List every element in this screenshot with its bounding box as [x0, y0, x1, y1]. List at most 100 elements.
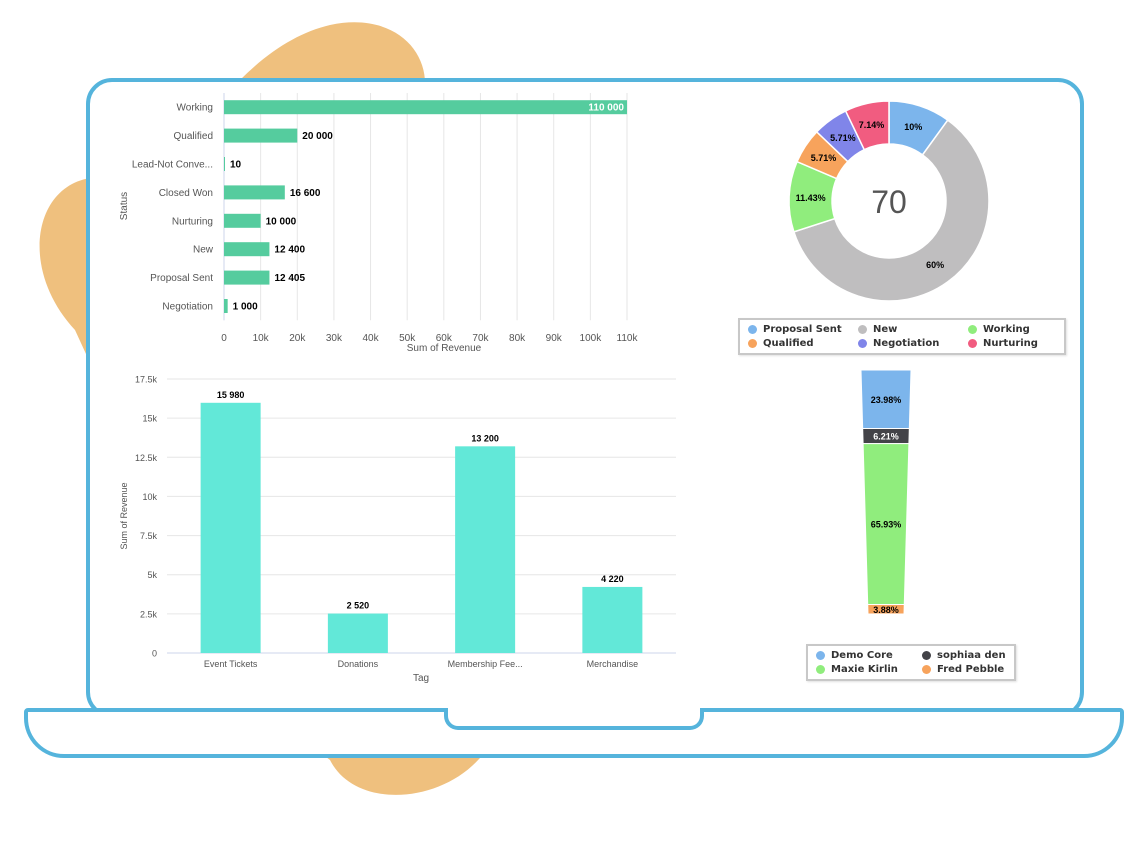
bar-value-label: 10 [230, 160, 242, 171]
x-tick-label: 60k [436, 333, 453, 344]
bar-value-label: 4 220 [601, 574, 624, 584]
y-category-label: Nurturing [172, 216, 213, 227]
donut-center-label: 70 [871, 184, 907, 220]
bar-value-label: 20 000 [302, 131, 333, 142]
legend-label: Maxie Kirlin [831, 663, 898, 675]
x-category-label: Membership Fee... [448, 659, 523, 669]
bar [200, 402, 261, 653]
laptop-notch [444, 708, 704, 730]
legend-item[interactable]: New [858, 324, 968, 336]
donut-slice-label: 7.14% [859, 120, 885, 130]
x-tick-label: 70k [472, 333, 489, 344]
x-category-label: Merchandise [587, 659, 639, 669]
y-tick-label: 15k [142, 414, 157, 424]
bar [224, 128, 298, 143]
legend-marker [816, 651, 825, 661]
y-category-label: Proposal Sent [150, 273, 213, 284]
funnel-segment-label: 23.98% [871, 395, 902, 405]
legend-marker [968, 325, 977, 335]
legend-item[interactable]: Nurturing [968, 338, 1068, 350]
bar [224, 242, 270, 257]
funnel-legend: Demo Core sophiaa den Maxie Kirlin Fred Peb… [806, 644, 1016, 681]
legend-item[interactable]: Working [968, 324, 1068, 336]
legend-item[interactable]: Maxie Kirlin [816, 664, 922, 676]
legend-item[interactable]: Negotiation [858, 338, 968, 350]
bar-value-label: 13 200 [471, 433, 499, 443]
legend-marker [922, 664, 931, 674]
legend-item[interactable]: Demo Core [816, 650, 922, 662]
bar-value-label: 16 600 [290, 188, 321, 199]
donut-slice-label: 11.43% [796, 193, 826, 203]
y-tick-label: 5k [147, 570, 157, 580]
y-category-label: New [193, 245, 214, 256]
funnel-segment-label: 3.88% [873, 605, 899, 615]
donut-legend: Proposal Sent New Working Qualified Negotiat… [738, 318, 1066, 355]
legend-marker [816, 664, 825, 674]
x-axis-title: Tag [413, 673, 429, 684]
bar [224, 299, 228, 313]
funnel-segment-label: 65.93% [871, 520, 902, 530]
x-tick-label: 40k [362, 333, 379, 344]
bar-value-label: 10 000 [266, 216, 297, 227]
bar [224, 100, 627, 115]
legend-marker [858, 325, 867, 335]
y-category-label: Closed Won [159, 188, 213, 199]
status-revenue-chart: 0 10k 20k 30k 40k 50k 60k 70k 80k 90k 100k 110k Work… [119, 93, 639, 354]
y-tick-label: 2.5k [140, 609, 158, 619]
legend-marker [858, 338, 867, 348]
x-tick-label: 110k [617, 333, 639, 344]
funnel-segment-label: 6.21% [873, 432, 899, 442]
tag-revenue-chart: 0 2.5k 5k 7.5k 10k 12.5k 15k 17.5k 15 980 Event T… [119, 375, 676, 684]
legend-label: Working [983, 324, 1030, 336]
owner-funnel-chart: 23.98% 6.21% 65.93% 3.88% [860, 369, 912, 615]
legend-label: Negotiation [873, 337, 940, 349]
y-category-label: Working [177, 103, 214, 114]
x-tick-label: 100k [580, 333, 603, 344]
bar [582, 586, 643, 653]
legend-item[interactable]: Proposal Sent [748, 324, 858, 336]
y-tick-label: 12.5k [135, 453, 158, 463]
x-axis-title: Sum of Revenue [407, 343, 482, 354]
legend-item[interactable]: Qualified [748, 338, 858, 350]
legend-label: Qualified [763, 337, 814, 349]
y-axis-title: Status [119, 192, 130, 220]
legend-label: Proposal Sent [763, 324, 842, 336]
x-tick-label: 20k [289, 333, 306, 344]
donut-slice-label: 10% [904, 122, 922, 132]
donut-slice [844, 100, 890, 151]
legend-item[interactable]: sophiaa den [922, 650, 1018, 662]
y-tick-label: 0 [152, 649, 157, 659]
y-tick-label: 10k [142, 492, 157, 502]
bar [224, 157, 225, 171]
donut-slice [792, 119, 990, 302]
x-tick-label: 30k [326, 333, 343, 344]
legend-marker [968, 338, 977, 348]
donut-slice-label: 60% [926, 260, 944, 270]
y-axis-title: Sum of Revenue [119, 482, 129, 549]
x-tick-label: 50k [399, 333, 416, 344]
y-category-label: Lead-Not Conve... [132, 160, 213, 171]
legend-item[interactable]: Fred Pebble [922, 664, 1018, 676]
x-tick-label: 80k [509, 333, 526, 344]
bar-value-label: 2 520 [347, 601, 370, 611]
donut-slice-label: 5.71% [830, 133, 856, 143]
bar [224, 185, 285, 200]
x-tick-label: 10k [253, 333, 270, 344]
legend-label: Nurturing [983, 337, 1038, 349]
legend-marker [748, 325, 757, 335]
bar [327, 613, 388, 653]
bar-value-label: 15 980 [217, 390, 245, 400]
y-tick-label: 7.5k [140, 531, 158, 541]
legend-label: Demo Core [831, 650, 893, 662]
funnel-segment [867, 604, 905, 615]
legend-marker [748, 338, 757, 348]
bar-value-label: 12 405 [274, 273, 305, 284]
status-donut-chart: 10%60%11.43%5.71%5.71%7.14%70 [788, 100, 990, 302]
x-category-label: Event Tickets [204, 659, 258, 669]
y-category-label: Qualified [174, 131, 213, 142]
legend-label: sophiaa den [937, 650, 1006, 662]
x-tick-label: 0 [221, 333, 227, 344]
donut-slice-label: 5.71% [811, 153, 837, 163]
bar-value-label: 12 400 [274, 245, 305, 256]
bar [224, 270, 270, 285]
